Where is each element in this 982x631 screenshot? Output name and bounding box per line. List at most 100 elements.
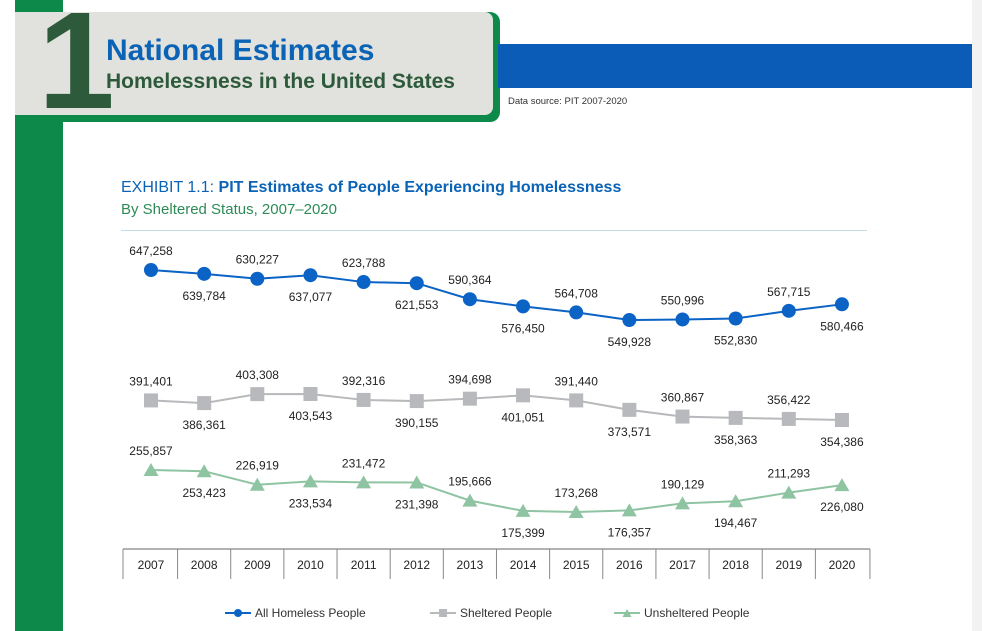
data-point <box>728 494 744 508</box>
x-tick-label: 2015 <box>563 558 590 572</box>
x-tick-label: 2018 <box>722 558 749 572</box>
data-point <box>675 496 690 510</box>
data-point <box>675 409 690 424</box>
data-point <box>462 292 477 307</box>
data-point <box>356 392 371 407</box>
series-line-all <box>150 269 843 322</box>
series-line-unsheltered <box>150 469 843 514</box>
data-point <box>250 271 265 286</box>
data-label: 401,051 <box>501 410 545 424</box>
x-tick-label: 2008 <box>191 558 218 572</box>
exhibit-subtitle: By Sheltered Status, 2007–2020 <box>121 201 337 218</box>
data-point <box>143 463 159 476</box>
data-point <box>781 485 797 499</box>
data-label: 195,666 <box>448 475 492 489</box>
data-label: 590,364 <box>448 273 492 287</box>
x-tick-label: 2020 <box>829 558 856 572</box>
data-label: 175,399 <box>501 526 545 540</box>
legend-unsheltered-label: Unsheltered People <box>644 606 750 620</box>
page-subtitle: Homelessness in the United States <box>106 70 455 93</box>
data-point <box>356 275 371 290</box>
data-point <box>781 411 796 426</box>
data-label: 190,129 <box>661 477 705 491</box>
data-label: 358,363 <box>714 433 758 447</box>
exhibit-heading: PIT Estimates of People Experiencing Hom… <box>218 179 622 196</box>
data-point <box>568 505 584 518</box>
data-label: 623,788 <box>342 256 386 270</box>
data-label: 576,450 <box>501 321 545 335</box>
data-point <box>303 268 318 283</box>
data-label: 549,928 <box>608 335 652 349</box>
legend-all-label: All Homeless People <box>255 606 366 620</box>
data-label: 639,784 <box>182 289 226 303</box>
data-point <box>144 263 158 277</box>
data-point <box>621 503 637 517</box>
data-point <box>781 303 796 318</box>
data-point <box>197 266 212 281</box>
data-point <box>250 387 265 402</box>
data-label: 226,919 <box>236 459 280 473</box>
data-point <box>462 391 477 406</box>
x-tick-label: 2009 <box>244 558 271 572</box>
data-label: 391,401 <box>129 374 173 388</box>
data-label: 233,534 <box>289 496 333 510</box>
data-label: 176,357 <box>608 525 652 539</box>
legend-item-unsheltered: Unsheltered People <box>614 606 749 620</box>
data-label: 253,423 <box>182 486 226 500</box>
data-label: 194,467 <box>714 516 758 530</box>
data-label: 392,316 <box>342 374 386 388</box>
x-tick-label: 2014 <box>510 558 537 572</box>
title-rule <box>121 230 867 231</box>
header-blue-band <box>498 44 972 88</box>
legend-item-all: All Homeless People <box>225 606 366 620</box>
x-tick-label: 2007 <box>138 558 165 572</box>
data-label: 637,077 <box>289 290 333 304</box>
x-tick-label: 2019 <box>775 558 802 572</box>
data-point <box>144 393 158 408</box>
series-line-sheltered <box>150 392 842 421</box>
data-label: 647,258 <box>129 244 173 258</box>
x-tick-label: 2010 <box>297 558 324 572</box>
data-label: 354,386 <box>820 435 864 449</box>
x-tick-label: 2012 <box>403 558 430 572</box>
data-label: 630,227 <box>236 253 280 267</box>
data-label: 390,155 <box>395 416 439 430</box>
data-point <box>622 402 637 417</box>
exhibit-title: EXHIBIT 1.1: PIT Estimates of People Exp… <box>121 179 621 197</box>
data-point <box>249 477 265 491</box>
data-point <box>834 478 850 492</box>
data-label: 567,715 <box>767 285 811 299</box>
legend-unsheltered-marker <box>614 609 640 617</box>
data-point <box>302 474 318 488</box>
data-point <box>356 475 372 489</box>
data-label: 621,553 <box>395 298 439 312</box>
data-point <box>569 393 584 408</box>
legend-item-sheltered: Sheltered People <box>430 606 552 620</box>
page-title: National Estimates <box>106 34 375 67</box>
data-label: 391,440 <box>555 374 599 388</box>
data-label: 231,398 <box>395 497 439 511</box>
data-label: 211,293 <box>768 467 811 481</box>
data-label: 550,996 <box>661 293 705 307</box>
data-point <box>303 387 318 401</box>
section-number: 1 <box>38 0 115 138</box>
data-point <box>409 475 425 489</box>
data-point <box>569 305 584 320</box>
data-point <box>196 464 212 478</box>
data-label: 373,571 <box>608 425 652 439</box>
data-point <box>462 493 478 507</box>
exhibit-label: EXHIBIT 1.1: <box>121 179 215 196</box>
x-tick-label: 2013 <box>457 558 484 572</box>
x-tick-label: 2011 <box>351 558 377 572</box>
data-point <box>675 312 690 327</box>
data-label: 580,466 <box>820 319 864 333</box>
data-label: 564,708 <box>555 286 599 300</box>
data-point <box>834 297 849 312</box>
data-label: 403,308 <box>236 368 280 382</box>
data-point <box>622 313 637 327</box>
data-label: 360,867 <box>661 391 705 405</box>
x-tick-label: 2017 <box>669 558 696 572</box>
data-label: 403,543 <box>289 409 333 423</box>
data-label: 394,698 <box>448 373 492 387</box>
